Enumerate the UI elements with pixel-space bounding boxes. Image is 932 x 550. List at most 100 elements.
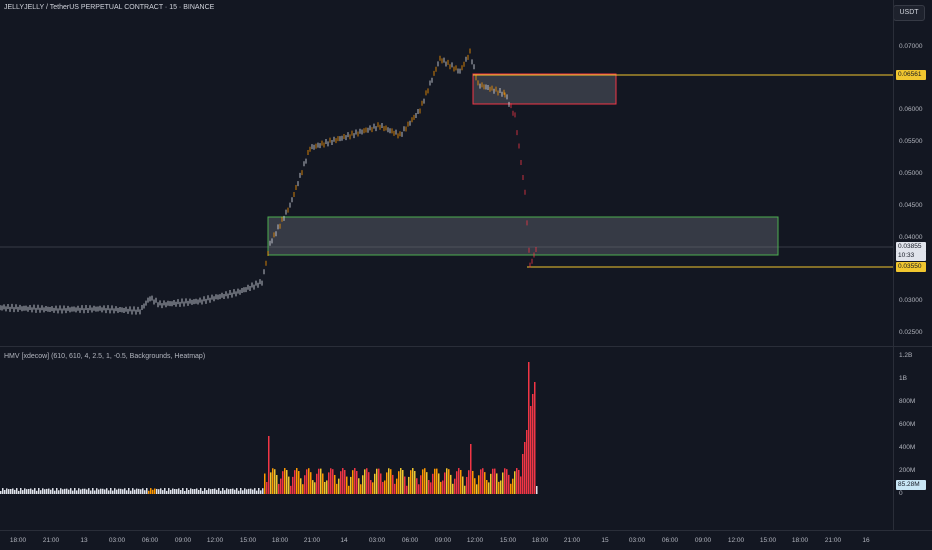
- volume-bar: [222, 488, 224, 494]
- time-tick: 18:00: [9, 537, 27, 544]
- volume-bar: [272, 468, 274, 494]
- volume-bar: [456, 471, 458, 494]
- volume-bar: [492, 468, 494, 494]
- time-tick: 21:00: [303, 537, 321, 544]
- volume-bar: [412, 468, 414, 494]
- time-tick: 15:00: [499, 537, 517, 544]
- volume-bar: [74, 488, 76, 494]
- volume-bar: [394, 483, 396, 494]
- volume-bar: [214, 488, 216, 494]
- volume-bar: [218, 488, 220, 494]
- volume-bar: [0, 491, 2, 494]
- volume-bar: [162, 490, 164, 494]
- volume-bar: [288, 476, 290, 494]
- price-tick: 0.05000: [899, 170, 923, 177]
- last-price-label: 0.03855: [896, 242, 926, 252]
- volume-bar: [532, 394, 534, 494]
- volume-bar: [506, 469, 508, 494]
- price-tick: 0.03000: [899, 297, 923, 304]
- volume-bar: [212, 488, 214, 494]
- volume-bar: [386, 472, 388, 494]
- volume-bar: [50, 489, 52, 494]
- volume-bar: [82, 488, 84, 494]
- volume-bar: [170, 489, 172, 494]
- volume-bar: [32, 489, 34, 494]
- volume-bar: [30, 488, 32, 494]
- volume-bar: [286, 470, 288, 494]
- pane-separator[interactable]: [0, 346, 932, 347]
- volume-bar: [128, 488, 130, 494]
- volume-bar: [366, 468, 368, 494]
- volume-bar: [320, 468, 322, 494]
- volume-bar: [340, 471, 342, 494]
- indicator-title[interactable]: HMV [xdecow] (610, 610, 4, 2.5, 1, -0.5,…: [4, 353, 206, 360]
- volume-bar: [4, 489, 6, 494]
- volume-bar: [280, 478, 282, 494]
- volume-bar: [426, 472, 428, 494]
- volume-bar: [388, 468, 390, 494]
- volume-bar: [464, 485, 466, 494]
- volume-bar: [382, 481, 384, 494]
- volume-bar: [94, 490, 96, 494]
- time-tick: 12:00: [466, 537, 484, 544]
- volume-bar: [490, 473, 492, 494]
- volume-bar: [250, 488, 252, 494]
- volume-bar: [294, 470, 296, 494]
- volume-bar: [418, 484, 420, 494]
- volume-bar: [186, 488, 188, 494]
- volume-bar: [522, 454, 524, 494]
- time-axis[interactable]: [0, 530, 932, 550]
- time-tick: 18:00: [271, 537, 289, 544]
- time-tick: 21:00: [824, 537, 842, 544]
- volume-bar: [6, 488, 8, 494]
- volume-bar: [108, 490, 110, 494]
- volume-bar: [296, 468, 298, 494]
- volume-bar: [168, 488, 170, 494]
- volume-bar: [300, 478, 302, 494]
- volume-bar: [488, 482, 490, 494]
- price-tick: 0.02500: [899, 329, 923, 336]
- volume-bar: [206, 490, 208, 494]
- time-tick: 03:00: [108, 537, 126, 544]
- volume-bar: [198, 489, 200, 494]
- volume-bar: [304, 475, 306, 494]
- volume-bar: [446, 468, 448, 494]
- volume-bar: [184, 490, 186, 494]
- volume-bar: [88, 488, 90, 494]
- volume-bar: [118, 488, 120, 494]
- volume-tick: 0: [899, 490, 903, 497]
- volume-bar: [440, 481, 442, 494]
- volume-bar: [328, 472, 330, 494]
- volume-bar: [144, 490, 146, 494]
- volume-bar: [34, 488, 36, 494]
- volume-bar: [60, 488, 62, 494]
- volume-bar: [12, 488, 14, 494]
- volume-bar: [500, 480, 502, 494]
- volume-bar: [290, 485, 292, 494]
- volume-bar: [44, 489, 46, 494]
- volume-bar: [262, 488, 264, 494]
- volume-bar: [470, 444, 472, 494]
- volume-bar: [478, 475, 480, 494]
- price-axis[interactable]: [893, 0, 932, 530]
- volume-bar: [210, 489, 212, 494]
- volume-bar: [14, 489, 16, 494]
- volume-bar: [342, 468, 344, 494]
- volume-bar: [174, 489, 176, 494]
- volume-tick: 800M: [899, 398, 916, 405]
- volume-bar: [358, 478, 360, 494]
- volume-bar: [408, 476, 410, 494]
- bar-countdown-label: 10:33: [896, 251, 926, 261]
- volume-bar: [392, 474, 394, 494]
- time-tick: 15: [601, 537, 609, 544]
- volume-bar: [220, 490, 222, 494]
- volume-bar: [278, 483, 280, 494]
- volume-bar: [528, 362, 530, 494]
- volume-bar: [338, 478, 340, 494]
- volume-bar: [422, 469, 424, 494]
- volume-bar: [20, 488, 22, 494]
- volume-bar: [78, 488, 80, 494]
- time-tick: 09:00: [174, 537, 192, 544]
- volume-bar: [444, 472, 446, 494]
